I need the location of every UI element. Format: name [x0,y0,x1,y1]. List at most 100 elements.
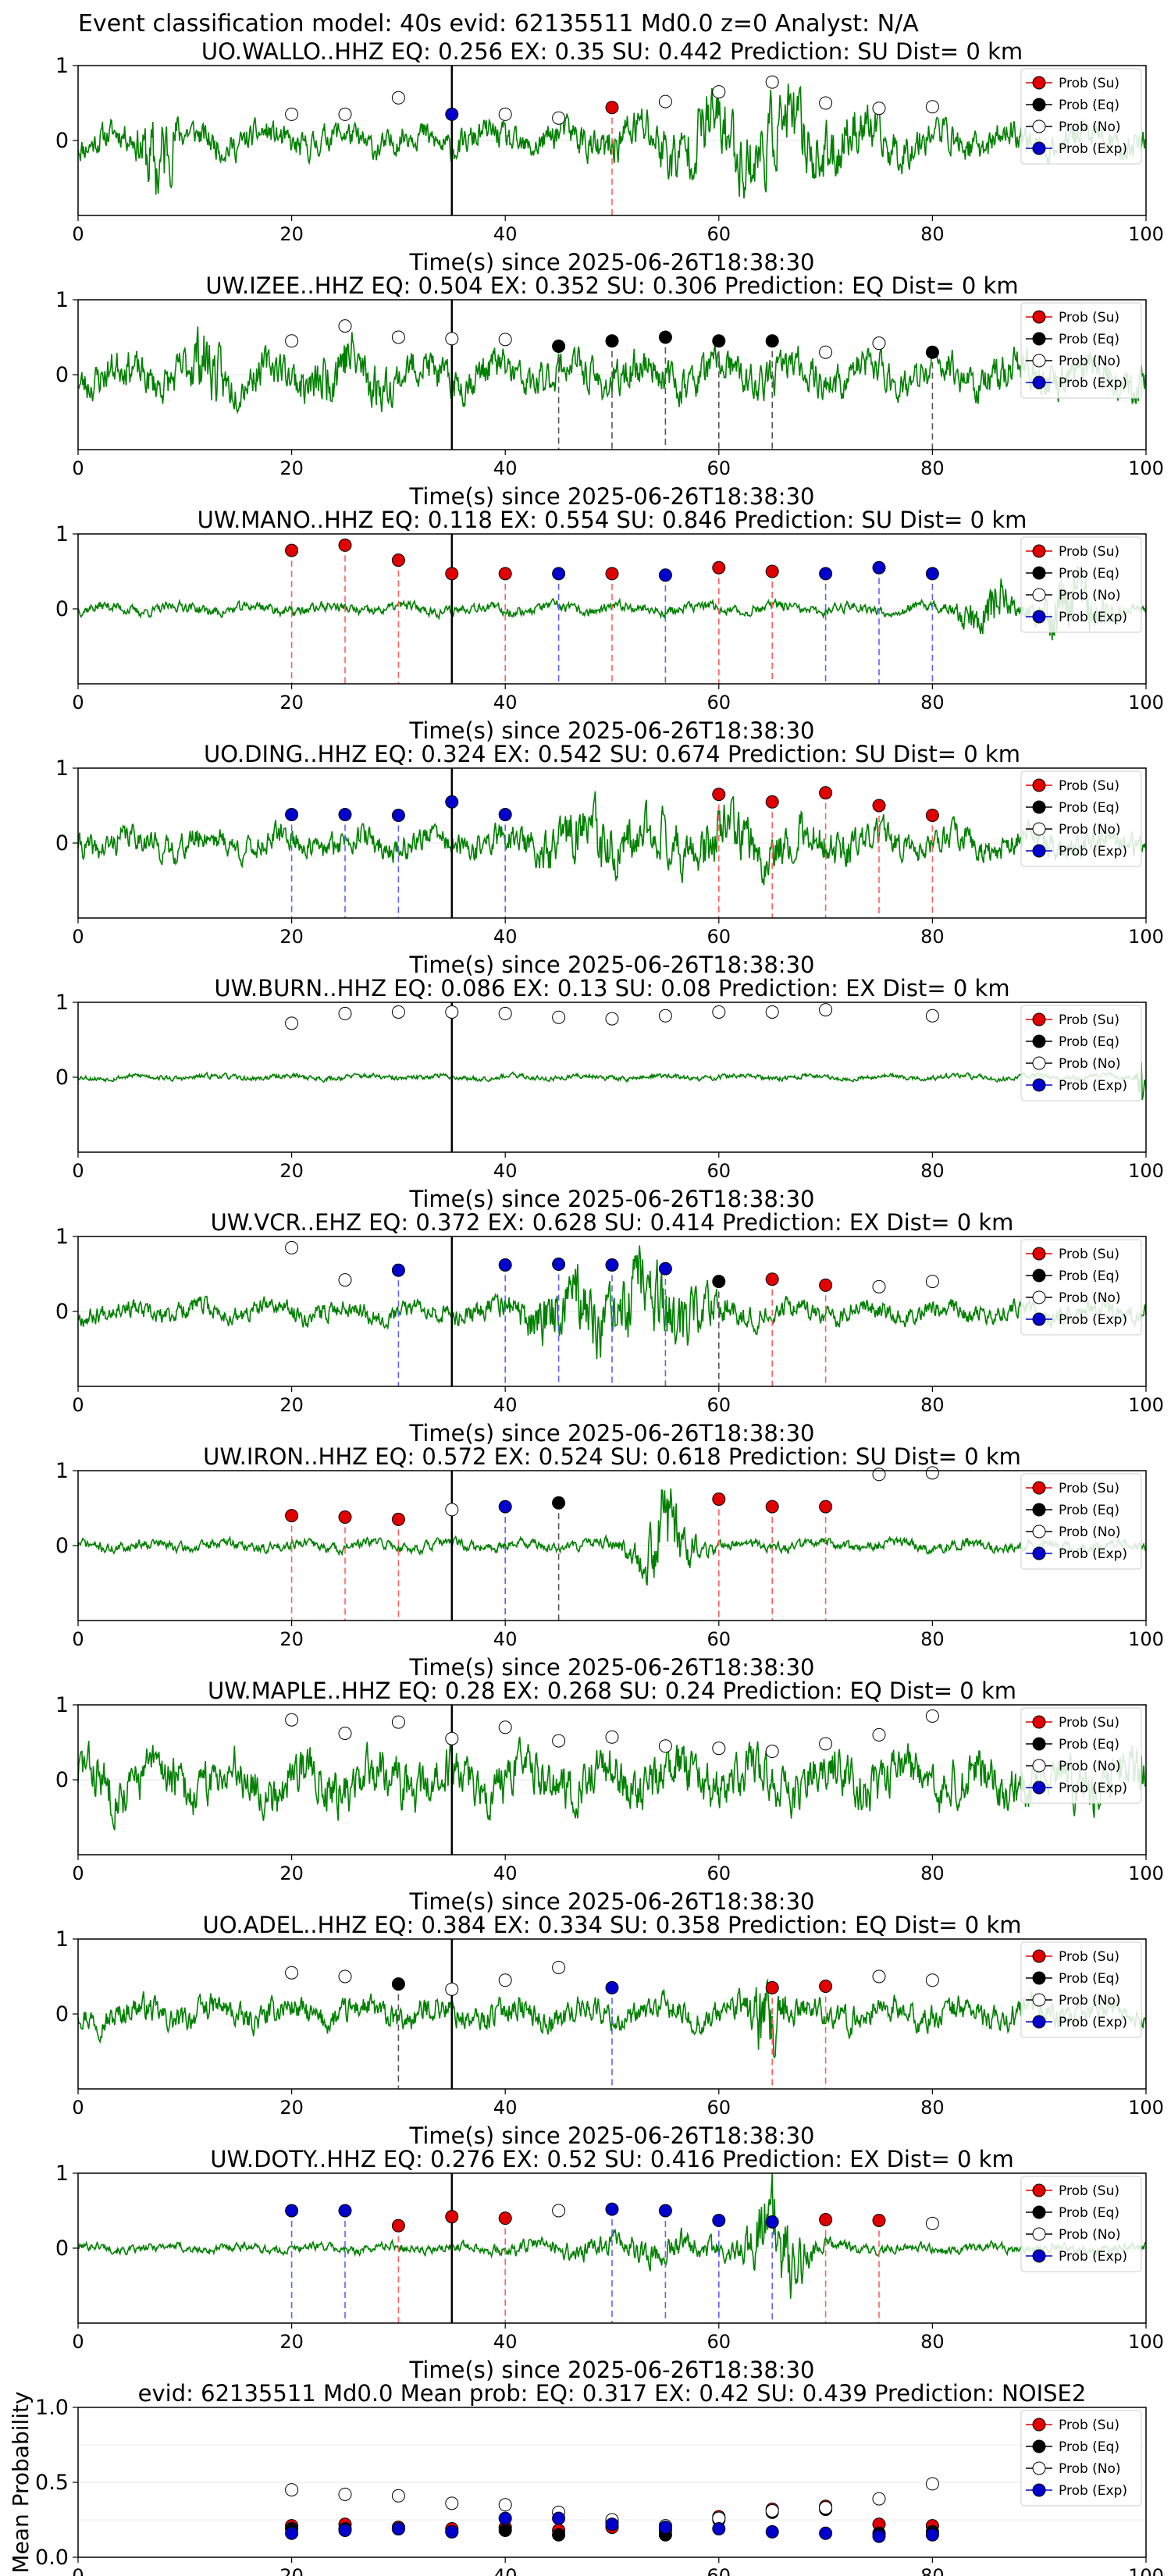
probability-point [285,334,299,348]
probability-point [605,1258,619,1272]
x-tick-label: 20 [279,223,304,245]
legend-label: Prob (Exp) [1059,2483,1127,2499]
probability-point [925,567,939,581]
y-tick-label: 1 [55,2161,69,2186]
probability-point [765,75,779,89]
x-tick-label: 80 [920,2565,945,2576]
probability-point [712,560,726,575]
legend-marker [1032,1715,1046,1729]
legend-marker [1032,2205,1046,2219]
x-tick-label: 0 [72,457,84,479]
y-tick-label: 0 [55,2236,69,2261]
probability-point [872,1468,886,1482]
probability-point [819,567,833,581]
plot-frame [77,767,1147,919]
legend-label: Prob (Eq) [1059,566,1119,582]
probability-point [765,1745,779,1759]
legend-marker [1032,1012,1046,1026]
legend-marker [1032,310,1046,324]
x-tick-label: 40 [493,223,518,245]
x-tick-label: 100 [1128,1863,1164,1884]
x-tick-label: 20 [279,1160,304,1182]
probability-point [872,101,886,116]
legend-label: Prob (Exp) [1059,1312,1127,1328]
probability-point [765,334,779,348]
probability-point [872,1727,886,1742]
legend-label: Prob (Eq) [1059,1503,1119,1518]
x-tick-label: 0 [72,2097,84,2119]
x-tick-label: 100 [1128,2565,1164,2576]
probability-point [391,1977,405,1991]
legend-marker [1032,2015,1046,2029]
probability-point [338,319,352,333]
y-tick-label: 0.5 [35,2471,69,2495]
legend-label: Prob (Su) [1059,310,1119,326]
panel-title: UW.MAPLE..HHZ EQ: 0.28 EX: 0.268 SU: 0.2… [208,1678,1016,1704]
legend-box [1020,68,1142,165]
x-axis-label: Time(s) since 2025-06-26T18:38:30 [409,1420,815,1446]
x-tick-label: 80 [920,223,945,245]
x-tick-label: 80 [920,1160,945,1182]
legend-marker [1032,1247,1046,1261]
y-tick-label: 1.0 [35,2396,69,2420]
legend-marker [1032,778,1046,792]
legend-marker [1032,2461,1046,2475]
probability-point [285,808,299,822]
legend-label: Prob (No) [1059,822,1121,838]
legend-box [1020,2410,1142,2507]
x-tick-label: 80 [920,1863,945,1884]
x-tick-label: 60 [707,1160,731,1182]
y-tick-label: 0 [55,1300,69,1324]
probability-point [338,1006,352,1020]
x-tick-label: 80 [920,457,945,479]
panel-title: UO.WALLO..HHZ EQ: 0.256 EX: 0.35 SU: 0.4… [201,38,1023,65]
legend-label: Prob (No) [1059,1056,1121,1072]
mean-probability-point [391,2522,405,2536]
chart-panel: 1 0 Prob (Su) Prob (Eq) Prob (No) Prob (Exp) 0… [55,1209,1164,1446]
legend-label: Prob (Exp) [1059,610,1127,625]
legend-marker [1032,141,1046,155]
legend-marker [1032,610,1046,624]
legend-label: Prob (Exp) [1059,1781,1127,1796]
plot-frame [77,1470,1147,1621]
probability-point [552,1496,566,1510]
probability-point [498,808,512,822]
legend-marker [1032,1737,1046,1751]
waveform-trace [77,1736,1147,1831]
panel-title: UO.ADEL..HHZ EQ: 0.384 EX: 0.334 SU: 0.3… [202,1912,1021,1938]
y-axis-label: Mean Probability [8,2391,34,2573]
mean-probability-point [925,2528,939,2542]
probability-point [285,543,299,557]
probability-point [819,1278,833,1292]
mean-probability-point [338,2523,352,2537]
x-tick-label: 60 [707,223,731,245]
probability-point [658,568,672,582]
x-axis-label: Time(s) since 2025-06-26T18:38:30 [409,2357,815,2383]
x-tick-label: 0 [72,223,84,245]
plot-frame [77,65,1147,216]
probability-point [552,1734,566,1748]
probability-point [712,2213,726,2227]
legend-marker [1032,354,1046,368]
mean-probability-point [285,2526,299,2540]
probability-point [819,2213,833,2227]
probability-point [391,1512,405,1526]
panel-title: UW.IRON..HHZ EQ: 0.572 EX: 0.524 SU: 0.6… [203,1443,1021,1470]
probability-point [498,1973,512,1987]
probability-point [552,340,566,354]
y-tick-label: 1 [55,288,69,312]
y-tick-label: 0 [55,2002,69,2026]
legend-label: Prob (Exp) [1059,2249,1127,2265]
mean-probability-point [445,2496,459,2510]
x-tick-label: 20 [279,2331,304,2353]
mean-probability-point [391,2489,405,2503]
probability-point [872,336,886,350]
x-axis-label: Time(s) since 2025-06-26T18:38:30 [409,952,815,978]
probability-point [338,538,352,552]
x-tick-label: 100 [1128,457,1164,479]
legend-label: Prob (Su) [1059,76,1119,91]
legend-marker [1032,566,1046,580]
probability-point [658,1261,672,1276]
y-tick-label: 1 [55,991,69,1015]
probability-point [498,107,512,121]
